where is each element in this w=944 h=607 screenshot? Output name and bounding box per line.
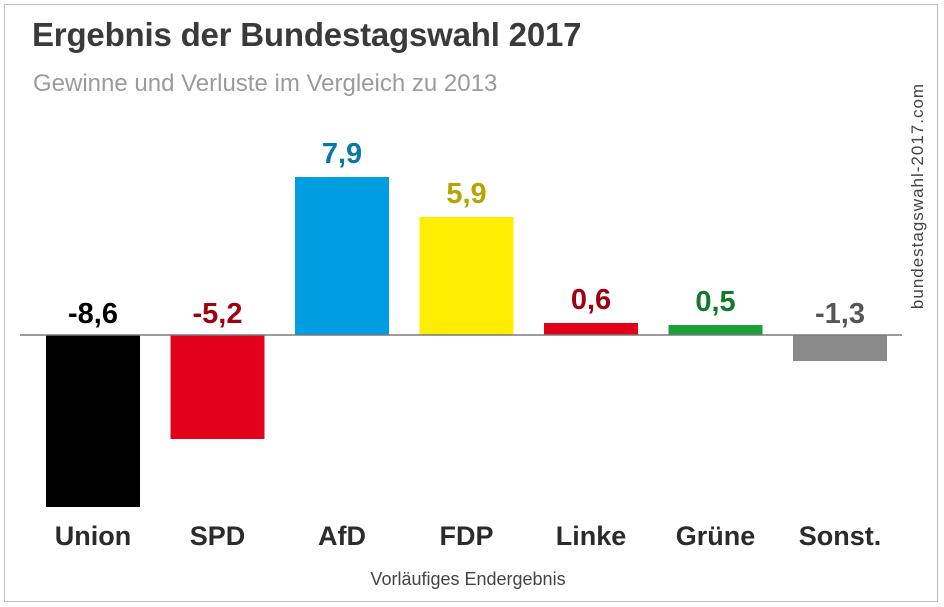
category-label-fdp: FDP bbox=[440, 521, 494, 551]
bar-spd bbox=[170, 335, 265, 439]
chart-title: Ergebnis der Bundestagswahl 2017 bbox=[32, 16, 582, 53]
bar-gr-ne bbox=[668, 325, 763, 335]
bar-afd bbox=[295, 177, 389, 335]
value-label-linke: 0,6 bbox=[571, 284, 611, 316]
category-label-spd: SPD bbox=[190, 521, 246, 551]
value-label-sonst: -1,3 bbox=[815, 298, 865, 330]
value-labels-group: -8,6 -5,2 7,9 5,9 0,6 0,5 -1,3 bbox=[68, 138, 865, 330]
category-labels-group: Union SPD AfD FDP Linke Grüne Sonst. bbox=[55, 521, 882, 551]
bar-linke bbox=[544, 323, 638, 335]
bar-sonst bbox=[793, 335, 887, 361]
bars-group bbox=[46, 177, 887, 507]
category-label-linke: Linke bbox=[556, 521, 627, 551]
value-label-union: -8,6 bbox=[68, 298, 118, 330]
chart-footnote: Vorläufiges Endergebnis bbox=[370, 569, 566, 589]
value-label-fdp: 5,9 bbox=[446, 178, 486, 210]
category-label-sonst: Sonst. bbox=[799, 521, 882, 551]
value-label-gr-ne: 0,5 bbox=[695, 286, 735, 318]
category-label-afd: AfD bbox=[318, 521, 366, 551]
chart-subtitle: Gewinne und Verluste im Vergleich zu 201… bbox=[33, 70, 498, 97]
bar-union bbox=[46, 335, 140, 507]
category-label-union: Union bbox=[55, 521, 131, 551]
value-label-spd: -5,2 bbox=[193, 298, 243, 330]
value-label-afd: 7,9 bbox=[322, 138, 362, 170]
bar-fdp bbox=[419, 217, 514, 335]
category-label-gr-ne: Grüne bbox=[676, 521, 756, 551]
